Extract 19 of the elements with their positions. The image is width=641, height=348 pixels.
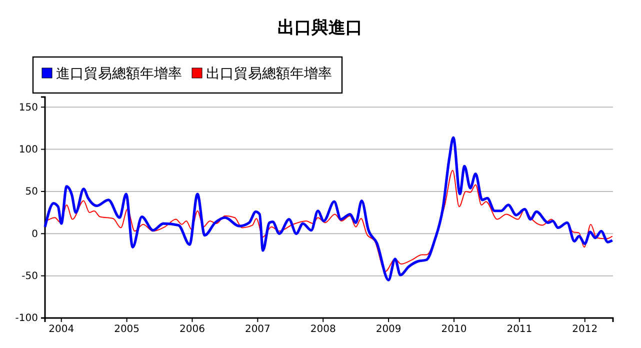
x-tick-label: 2005 [114, 324, 140, 336]
legend-label: 進口貿易總額年增率 [56, 66, 182, 82]
x-tick-label: 2006 [180, 324, 205, 336]
x-tick-label: 2008 [310, 324, 336, 336]
line-series [44, 136, 614, 282]
x-tick-label: 2007 [244, 324, 270, 336]
y-tick-label: 100 [18, 144, 38, 156]
y-tick-label: 150 [18, 102, 38, 114]
x-tick-label: 2012 [572, 324, 598, 336]
x-tick-label: 2010 [441, 324, 467, 336]
legend-label: 出口貿易總額年增率 [206, 66, 332, 82]
chart-title: 出口與進口 [278, 18, 362, 38]
y-tick-label: 0 [32, 228, 38, 240]
x-tick-label: 2004 [48, 324, 74, 336]
x-tick-label: 2009 [376, 324, 402, 336]
x-tick-label: 2011 [506, 324, 532, 336]
y-tick-label: -100 [15, 313, 38, 324]
y-tick-label: 50 [25, 186, 38, 198]
y-tick-label: -50 [22, 271, 38, 282]
